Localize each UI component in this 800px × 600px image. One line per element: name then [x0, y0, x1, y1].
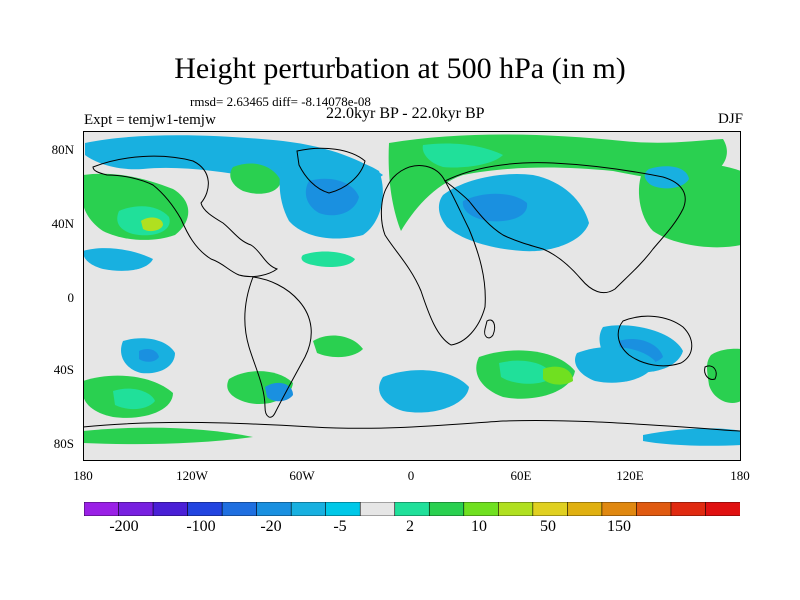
contour-fill — [301, 251, 355, 267]
contour-fill — [83, 248, 153, 271]
x-tick-label: 180 — [730, 468, 750, 483]
y-tick-label: 40N — [51, 216, 74, 231]
contour-fill — [139, 349, 159, 362]
map-panel — [83, 131, 741, 461]
colorbar-label: -200 — [109, 518, 139, 535]
colorbar-swatch — [532, 502, 569, 516]
period-label: 22.0kyr BP - 22.0kyr BP — [326, 105, 485, 122]
contour-fill — [265, 382, 293, 402]
colorbar-label: -20 — [260, 518, 282, 535]
colorbar-label: -100 — [186, 518, 216, 535]
colorbar-swatch — [152, 502, 189, 516]
contour-fill — [141, 217, 163, 232]
contour-fill — [305, 178, 359, 216]
contour-fill — [313, 335, 363, 358]
plot-title: Height perturbation at 500 hPa (in m) — [174, 52, 626, 85]
contour-fill — [575, 346, 655, 383]
colorbar-label: 10 — [471, 518, 487, 535]
asia-coast — [444, 162, 686, 294]
contour-fill — [644, 166, 689, 189]
colorbar-swatch — [84, 502, 120, 516]
colorbar-swatch — [705, 502, 740, 516]
colorbar-swatch — [187, 502, 223, 516]
y-tick-label: 0 — [67, 290, 75, 305]
colorbar-swatch — [359, 502, 396, 516]
new-zealand-coast — [704, 365, 717, 380]
contour-fill — [230, 163, 281, 194]
colorbar-swatch — [463, 502, 500, 516]
colorbar-swatch — [428, 502, 465, 516]
contour-fill — [643, 428, 741, 446]
contour-fill — [543, 366, 573, 385]
contour-fill — [83, 427, 253, 445]
colorbar — [84, 502, 740, 516]
map-frame — [83, 131, 741, 461]
colorbar-label: -5 — [333, 518, 347, 535]
colorbar-label: 150 — [607, 518, 631, 535]
y-tick-label: 80S — [53, 436, 74, 451]
season-label: DJF — [717, 111, 743, 127]
contour-fill — [499, 360, 553, 384]
coastlines — [83, 147, 741, 432]
colorbar-label: 50 — [540, 518, 556, 535]
contour-fill — [379, 370, 469, 413]
colorbar-swatch — [670, 502, 707, 516]
y-tick-label: 80N — [51, 142, 74, 157]
colorbar-swatch — [498, 502, 534, 516]
contour-fill — [707, 348, 741, 404]
contour-fill — [462, 193, 528, 222]
stats-label: rmsd= 2.63465 diff= -8.14078e-08 — [190, 94, 371, 109]
europe-africa-coast — [380, 165, 486, 346]
x-tick-label: 180 — [73, 468, 93, 483]
x-tick-label: 0 — [407, 468, 415, 483]
north-america-coast — [92, 155, 279, 278]
australia-coast — [617, 315, 693, 367]
x-tick-label: 120W — [176, 468, 208, 483]
colorbar-label: 2 — [406, 518, 414, 535]
colorbar-swatch — [256, 502, 292, 516]
south-america-coast — [244, 276, 312, 418]
colorbar-swatch — [601, 502, 638, 516]
colorbar-swatch — [567, 502, 603, 516]
x-tick-label: 120E — [616, 468, 644, 483]
colorbar-swatch — [290, 502, 327, 516]
colorbar-swatch — [394, 502, 431, 516]
colorbar-swatch — [325, 502, 362, 516]
colorbar-swatch — [636, 502, 672, 516]
colorbar-swatch — [118, 502, 154, 516]
madagascar-coast — [484, 319, 496, 339]
experiment-label: Expt = temjw1-temjw — [84, 112, 216, 128]
greenland-coast — [296, 147, 366, 194]
contour-fill — [113, 388, 155, 410]
x-tick-label: 60W — [289, 468, 315, 483]
x-tick-label: 60E — [510, 468, 532, 483]
contour-fill — [422, 143, 503, 168]
antarctica-coast — [83, 419, 741, 432]
colorbar-swatch — [221, 502, 258, 516]
y-tick-label: 40S — [53, 362, 74, 377]
